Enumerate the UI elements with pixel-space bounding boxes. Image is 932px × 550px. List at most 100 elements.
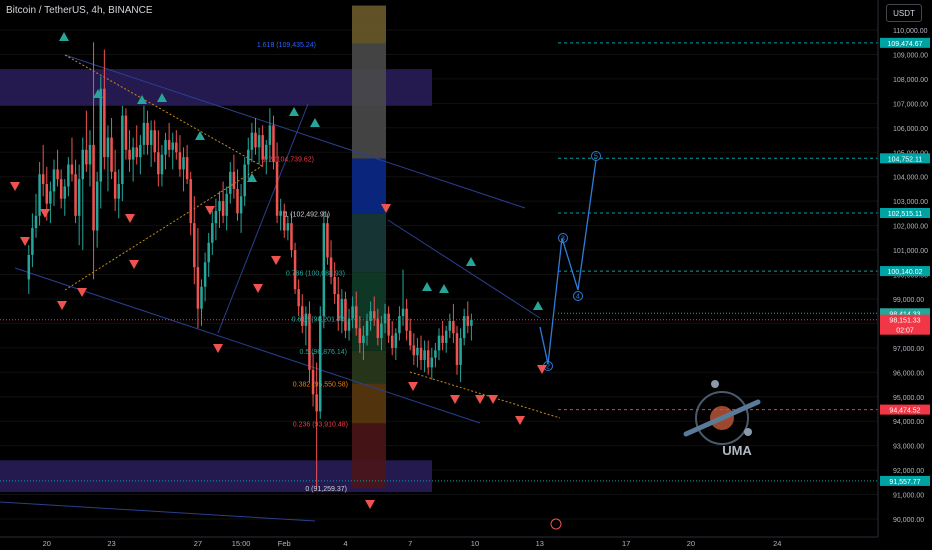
y-tick-label: 101,000.00 — [893, 248, 928, 255]
candle-body — [221, 201, 225, 216]
signal-down-marker — [40, 209, 50, 218]
x-tick-label: 10 — [471, 539, 479, 548]
candle-body — [401, 308, 405, 317]
x-tick-label: 27 — [194, 539, 202, 548]
candle-body — [95, 181, 99, 231]
fib-level-label: 0 (91,259.37) — [305, 486, 347, 493]
fib-zone-band — [352, 383, 386, 424]
y-tick-label: 90,000.00 — [893, 517, 924, 524]
currency-button[interactable]: USDT — [886, 4, 922, 22]
signal-up-marker — [439, 284, 449, 293]
candle-body — [365, 320, 369, 336]
fib-zone-band — [352, 158, 386, 214]
y-tick-label: 104,000.00 — [893, 175, 928, 182]
signal-down-marker — [271, 256, 281, 265]
signal-down-marker — [205, 206, 215, 215]
candle-body — [41, 174, 45, 185]
candle-body — [85, 149, 88, 165]
candle-body — [106, 137, 110, 158]
price-tag — [880, 37, 930, 48]
candle-body — [387, 313, 390, 336]
candle-body — [322, 223, 326, 317]
fib-zone-band — [352, 5, 386, 44]
candle-body — [308, 313, 311, 370]
price-tag-text: 91,557.77 — [889, 479, 920, 486]
y-tick-label: 110,000.00 — [893, 28, 928, 35]
fib-level-label: 1 (102,492.91) — [284, 212, 330, 219]
candle-body — [444, 330, 448, 343]
candle-body — [88, 144, 92, 165]
price-tag — [880, 475, 930, 486]
price-tag-countdown: 02:07 — [896, 328, 914, 335]
candle-body — [236, 188, 239, 214]
y-tick-label: 93,000.00 — [893, 444, 924, 451]
signal-up-marker — [59, 32, 69, 41]
candle-body — [70, 164, 74, 175]
price-tag-text: 100,140.02 — [887, 269, 922, 276]
signal-down-marker — [365, 500, 375, 509]
price-tag — [880, 266, 930, 277]
signal-down-marker — [381, 204, 391, 213]
x-tick-label: 23 — [107, 539, 115, 548]
candle-body — [448, 320, 452, 331]
signal-down-marker — [77, 288, 87, 297]
candle-body — [77, 179, 81, 216]
candle-body — [318, 316, 322, 412]
logo-dot — [711, 380, 719, 388]
candle-body — [304, 313, 308, 326]
candle-body — [358, 328, 362, 343]
candle-body — [372, 311, 376, 319]
candle-body — [232, 171, 236, 189]
candle-body — [99, 88, 103, 182]
candle-body — [311, 369, 315, 395]
signal-down-marker — [537, 365, 547, 374]
candle-body — [67, 164, 70, 187]
candle-body — [283, 210, 286, 231]
candle-body — [455, 333, 459, 365]
x-tick-label: 20 — [687, 539, 695, 548]
signal-down-marker — [10, 182, 20, 191]
candle-body — [426, 350, 430, 368]
candle-body — [286, 223, 290, 231]
candle-body — [430, 357, 434, 368]
fib-zone-band — [352, 213, 386, 273]
candle-body — [196, 267, 200, 309]
signal-down-marker — [125, 214, 135, 223]
candle-body — [185, 157, 189, 180]
fib-level-label: 1.618 (109,435.24) — [257, 42, 316, 49]
y-tick-label: 109,000.00 — [893, 52, 928, 59]
candle-body — [351, 306, 354, 319]
candle-body — [354, 306, 358, 329]
candle-body — [290, 223, 293, 251]
x-tick-label: Feb — [278, 539, 291, 548]
fib-level-label: 0.5 (96,876.14) — [300, 349, 347, 356]
candle-body — [229, 171, 232, 194]
fib-zone-band — [352, 43, 386, 159]
candle-body — [380, 323, 383, 339]
y-tick-label: 97,000.00 — [893, 346, 924, 353]
fib-zone-band — [352, 350, 386, 384]
wave-label: 3 — [561, 236, 565, 243]
fib-zone-band — [352, 423, 386, 489]
signal-down-marker — [129, 260, 139, 269]
signal-down-marker — [488, 395, 498, 404]
candle-body — [301, 306, 304, 326]
y-tick-label: 103,000.00 — [893, 199, 928, 206]
candle-body — [336, 294, 340, 321]
signal-up-marker — [157, 93, 167, 102]
price-tag — [880, 208, 930, 219]
candle-body — [157, 152, 160, 175]
fib-level-label: 0.618 (98,201.70) — [292, 316, 347, 323]
x-tick-label: 15:00 — [232, 539, 251, 548]
x-tick-label: 17 — [622, 539, 630, 548]
candle-body — [347, 318, 351, 331]
wave-marker — [573, 291, 583, 301]
candle-body — [459, 338, 462, 365]
signal-down-marker — [213, 344, 223, 353]
candle-body — [272, 125, 275, 163]
price-tag-text: 104,752.11 — [888, 156, 923, 163]
candle-body — [74, 174, 77, 216]
candle-body — [146, 122, 149, 145]
price-tag — [880, 153, 930, 164]
